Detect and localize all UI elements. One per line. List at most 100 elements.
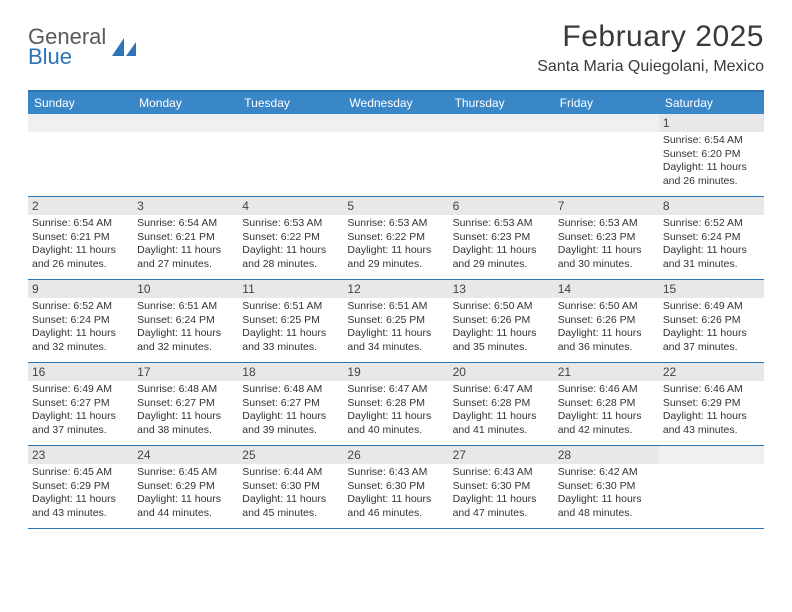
day-info: Sunrise: 6:53 AMSunset: 6:23 PMDaylight:… (558, 217, 655, 272)
day-cell: 9Sunrise: 6:52 AMSunset: 6:24 PMDaylight… (28, 280, 133, 362)
day-info: Sunrise: 6:51 AMSunset: 6:25 PMDaylight:… (242, 300, 339, 355)
day-cell: 5 Sunrise: 6:53 AMSunset: 6:22 PMDaylight… (343, 197, 448, 279)
week-row: 1Sunrise: 6:54 AMSunset: 6:20 PMDaylight… (28, 114, 764, 197)
day-number (28, 114, 133, 132)
day-info: Sunrise: 6:50 AMSunset: 6:26 PMDaylight:… (558, 300, 655, 355)
logo: General Blue (28, 20, 138, 68)
sunrise-text: Sunrise: 6:53 AM (347, 217, 444, 231)
day-number: 2 (28, 197, 133, 215)
day-empty (449, 114, 554, 196)
day-info: Sunrise: 6:54 AMSunset: 6:21 PMDaylight:… (32, 217, 129, 272)
sunset-text: Sunset: 6:24 PM (663, 231, 760, 245)
day-number: 18 (238, 363, 343, 381)
day-cell: 20Sunrise: 6:47 AMSunset: 6:28 PMDayligh… (449, 363, 554, 445)
sunset-text: Sunset: 6:26 PM (453, 314, 550, 328)
day-number: 6 (449, 197, 554, 215)
week-row: 23Sunrise: 6:45 AMSunset: 6:29 PMDayligh… (28, 446, 764, 529)
sunrise-text: Sunrise: 6:43 AM (453, 466, 550, 480)
calendar-page: General Blue February 2025 Santa Maria Q… (0, 0, 792, 547)
location: Santa Maria Quiegolani, Mexico (537, 58, 764, 76)
day-number: 4 (238, 197, 343, 215)
sunrise-text: Sunrise: 6:53 AM (453, 217, 550, 231)
daylight-text: Daylight: 11 hours and 39 minutes. (242, 410, 339, 437)
sunset-text: Sunset: 6:23 PM (453, 231, 550, 245)
sunrise-text: Sunrise: 6:47 AM (347, 383, 444, 397)
day-cell: 23 Sunrise: 6:45 AMSunset: 6:29 PMDayligh… (28, 446, 133, 528)
sunset-text: Sunset: 6:21 PM (137, 231, 234, 245)
day-number: 1 (659, 114, 764, 132)
day-number: 12 (343, 280, 448, 298)
daylight-text: Daylight: 11 hours and 43 minutes. (32, 493, 129, 520)
day-info: Sunrise: 6:54 AMSunset: 6:21 PMDaylight:… (137, 217, 234, 272)
day-info: Sunrise: 6:49 AMSunset: 6:26 PMDaylight:… (663, 300, 760, 355)
sunset-text: Sunset: 6:22 PM (242, 231, 339, 245)
day-cell: 15 Sunrise: 6:49 AMSunset: 6:26 PMDayligh… (659, 280, 764, 362)
day-empty (238, 114, 343, 196)
day-info: Sunrise: 6:46 AMSunset: 6:29 PMDaylight:… (663, 383, 760, 438)
day-info: Sunrise: 6:53 AMSunset: 6:22 PMDaylight:… (347, 217, 444, 272)
daylight-text: Daylight: 11 hours and 29 minutes. (453, 244, 550, 271)
day-number: 27 (449, 446, 554, 464)
day-info: Sunrise: 6:45 AMSunset: 6:29 PMDaylight:… (32, 466, 129, 521)
day-cell: 12Sunrise: 6:51 AMSunset: 6:25 PMDayligh… (343, 280, 448, 362)
weeks: 1Sunrise: 6:54 AMSunset: 6:20 PMDaylight… (28, 114, 764, 529)
day-info: Sunrise: 6:48 AMSunset: 6:27 PMDaylight:… (242, 383, 339, 438)
sunset-text: Sunset: 6:26 PM (663, 314, 760, 328)
sunset-text: Sunset: 6:30 PM (347, 480, 444, 494)
day-number (449, 114, 554, 132)
day-number: 23 (28, 446, 133, 464)
sunrise-text: Sunrise: 6:42 AM (558, 466, 655, 480)
day-cell: 10Sunrise: 6:51 AMSunset: 6:24 PMDayligh… (133, 280, 238, 362)
sunset-text: Sunset: 6:25 PM (242, 314, 339, 328)
sunrise-text: Sunrise: 6:54 AM (32, 217, 129, 231)
day-number: 15 (659, 280, 764, 298)
day-cell: 25Sunrise: 6:44 AMSunset: 6:30 PMDayligh… (238, 446, 343, 528)
sunrise-text: Sunrise: 6:48 AM (242, 383, 339, 397)
day-cell: 14 Sunrise: 6:50 AMSunset: 6:26 PMDayligh… (554, 280, 659, 362)
sunset-text: Sunset: 6:27 PM (242, 397, 339, 411)
day-empty (343, 114, 448, 196)
day-number: 24 (133, 446, 238, 464)
sunrise-text: Sunrise: 6:46 AM (663, 383, 760, 397)
sunrise-text: Sunrise: 6:51 AM (347, 300, 444, 314)
sunrise-text: Sunrise: 6:44 AM (242, 466, 339, 480)
day-cell: 4 Sunrise: 6:53 AMSunset: 6:22 PMDaylight… (238, 197, 343, 279)
day-empty (659, 446, 764, 528)
daylight-text: Daylight: 11 hours and 46 minutes. (347, 493, 444, 520)
day-cell: 19Sunrise: 6:47 AMSunset: 6:28 PMDayligh… (343, 363, 448, 445)
day-number: 25 (238, 446, 343, 464)
day-cell: 16Sunrise: 6:49 AMSunset: 6:27 PMDayligh… (28, 363, 133, 445)
sunset-text: Sunset: 6:29 PM (32, 480, 129, 494)
sunset-text: Sunset: 6:28 PM (453, 397, 550, 411)
sunrise-text: Sunrise: 6:51 AM (242, 300, 339, 314)
day-number: 22 (659, 363, 764, 381)
day-number: 5 (343, 197, 448, 215)
daylight-text: Daylight: 11 hours and 26 minutes. (663, 161, 760, 188)
day-empty (554, 114, 659, 196)
daylight-text: Daylight: 11 hours and 37 minutes. (32, 410, 129, 437)
day-number: 3 (133, 197, 238, 215)
weekday-label: Friday (554, 92, 659, 114)
day-empty (133, 114, 238, 196)
day-cell: 18 Sunrise: 6:48 AMSunset: 6:27 PMDayligh… (238, 363, 343, 445)
daylight-text: Daylight: 11 hours and 32 minutes. (32, 327, 129, 354)
sail-icon (112, 36, 138, 58)
day-cell: 27Sunrise: 6:43 AMSunset: 6:30 PMDayligh… (449, 446, 554, 528)
sunrise-text: Sunrise: 6:50 AM (558, 300, 655, 314)
day-number: 14 (554, 280, 659, 298)
day-cell: 24 Sunrise: 6:45 AMSunset: 6:29 PMDayligh… (133, 446, 238, 528)
day-info: Sunrise: 6:45 AMSunset: 6:29 PMDaylight:… (137, 466, 234, 521)
day-cell: 28Sunrise: 6:42 AMSunset: 6:30 PMDayligh… (554, 446, 659, 528)
day-cell: 6 Sunrise: 6:53 AMSunset: 6:23 PMDaylight… (449, 197, 554, 279)
sunrise-text: Sunrise: 6:53 AM (242, 217, 339, 231)
sunrise-text: Sunrise: 6:49 AM (663, 300, 760, 314)
daylight-text: Daylight: 11 hours and 40 minutes. (347, 410, 444, 437)
sunrise-text: Sunrise: 6:54 AM (663, 134, 760, 148)
day-number (133, 114, 238, 132)
day-number (659, 446, 764, 464)
day-info: Sunrise: 6:48 AMSunset: 6:27 PMDaylight:… (137, 383, 234, 438)
daylight-text: Daylight: 11 hours and 38 minutes. (137, 410, 234, 437)
sunset-text: Sunset: 6:30 PM (242, 480, 339, 494)
day-info: Sunrise: 6:53 AMSunset: 6:22 PMDaylight:… (242, 217, 339, 272)
day-number: 26 (343, 446, 448, 464)
